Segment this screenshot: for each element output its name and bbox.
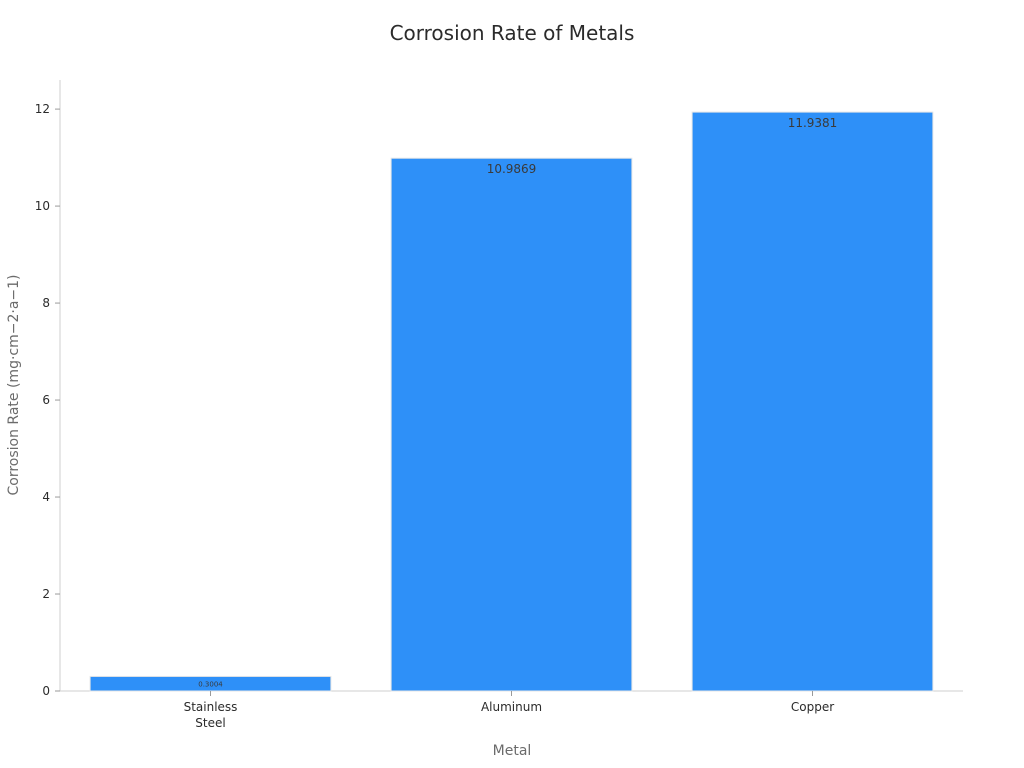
chart-title: Corrosion Rate of Metals [390, 21, 635, 45]
bar [691, 111, 934, 692]
x-tick-label: Stainless Steel [184, 700, 238, 730]
y-tick-label: 8 [42, 296, 50, 310]
y-tick-label: 12 [35, 102, 50, 116]
y-tick-label: 4 [42, 490, 50, 504]
x-tick-label-line: Aluminum [481, 700, 542, 714]
x-tick-label-line: Steel [195, 716, 225, 730]
y-tick-label: 2 [42, 587, 50, 601]
x-tick-label: Aluminum [481, 700, 542, 714]
y-tick-label: 0 [42, 684, 50, 698]
y-tick-label: 10 [35, 199, 50, 213]
x-tick-label-line: Stainless [184, 700, 238, 714]
plot-area: 0 2 4 6 8 10 12 0.3004 Stainless Steel 10.9869 Alum… [35, 80, 963, 730]
bar-value-label: 11.9381 [788, 116, 838, 130]
x-axis-title: Metal [493, 743, 532, 759]
bar-value-label: 0.3004 [198, 681, 223, 689]
y-tick-label: 6 [42, 393, 50, 407]
y-axis-title: Corrosion Rate (mg·cm−2·a−1) [6, 274, 22, 495]
bar [390, 157, 633, 692]
x-tick-label-line: Copper [791, 700, 834, 714]
bar-value-label: 10.9869 [487, 162, 537, 176]
x-tick-label: Copper [791, 700, 834, 714]
